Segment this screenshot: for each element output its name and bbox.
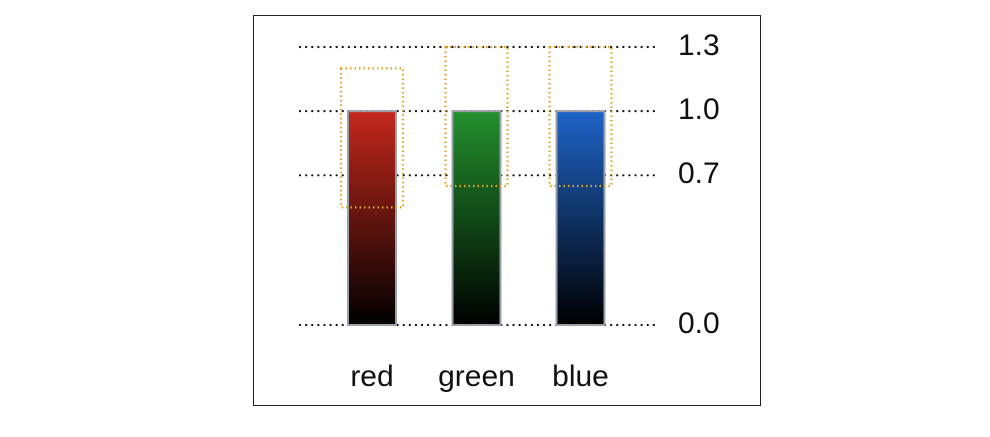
x-tick-label: green: [438, 360, 515, 393]
range-box: [339, 67, 405, 209]
bar: [555, 110, 606, 327]
y-tick-label: 0.7: [678, 157, 720, 190]
x-tick-label: red: [350, 360, 393, 393]
range-box: [548, 45, 613, 188]
y-tick-label: 1.3: [678, 29, 720, 62]
bar: [451, 110, 502, 327]
x-tick-label: blue: [552, 360, 609, 393]
bar: [347, 110, 397, 327]
chart-frame: [253, 15, 761, 406]
range-box: [444, 45, 509, 188]
y-tick-label: 0.0: [678, 307, 720, 340]
y-tick-label: 1.0: [678, 93, 720, 126]
